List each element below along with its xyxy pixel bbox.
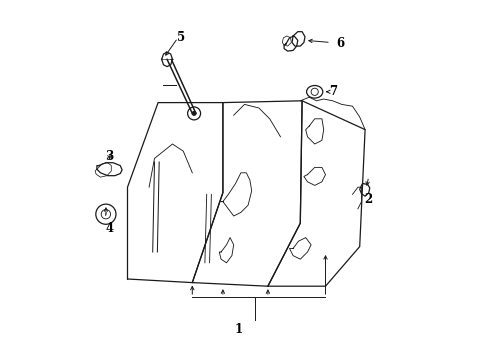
Text: 3: 3 [105, 150, 113, 163]
Text: 6: 6 [335, 37, 343, 50]
Circle shape [192, 112, 196, 115]
Text: 7: 7 [328, 85, 336, 98]
Text: 5: 5 [177, 31, 185, 44]
Text: 4: 4 [105, 222, 113, 235]
Text: 2: 2 [364, 193, 372, 206]
Text: 1: 1 [235, 323, 243, 336]
Text: i: i [105, 212, 106, 217]
